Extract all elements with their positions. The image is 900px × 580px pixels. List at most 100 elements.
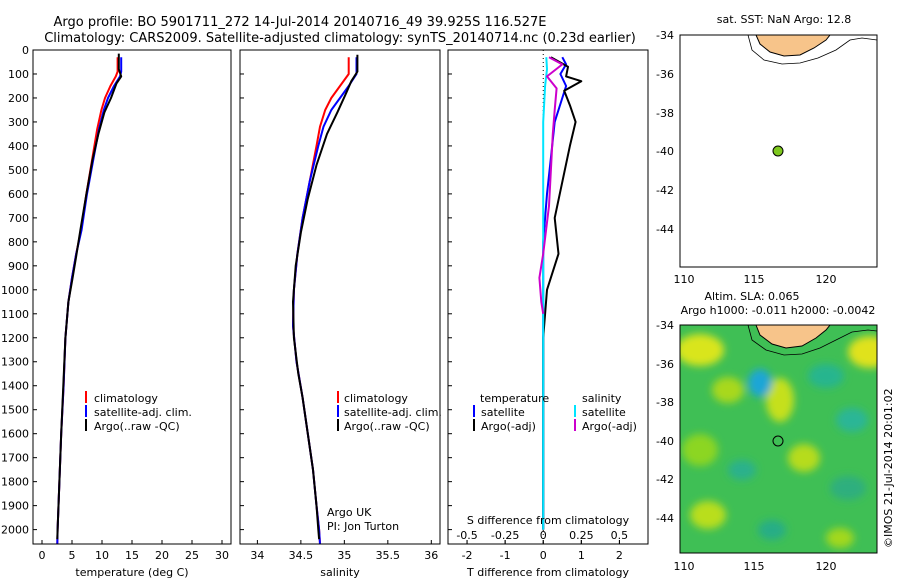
- salinity-x-tick-label: 36: [424, 549, 438, 562]
- sst-ytick: -40: [656, 145, 674, 158]
- sla-blob: [712, 377, 744, 403]
- depth-tick-label: 200: [8, 92, 29, 105]
- legend-t-argo-label: Argo(-adj): [481, 420, 536, 433]
- tdiff-x-tick-label: 1: [578, 549, 585, 562]
- sla-map-land: [755, 324, 832, 349]
- sla-blob: [690, 501, 726, 529]
- sst-map: sat. SST: NaN Argo: 12.8 -34 -36 -38 -40…: [656, 13, 878, 286]
- depth-tick-label: 1400: [1, 380, 29, 393]
- salinity-panel-frame: [239, 49, 441, 545]
- sla-blob: [826, 528, 854, 548]
- legend-argo-label: Argo(..raw -QC): [94, 420, 180, 433]
- difference-legend: temperature satellite Argo(-adj) salinit…: [473, 392, 637, 433]
- series-line-climatology: [292, 57, 350, 545]
- difference-plot: -2 -1 0 1 2 -0.5 -0.25 0 0.25 0.5: [448, 49, 628, 562]
- salinity-legend: climatology satellite-adj. clim. Argo(..…: [337, 391, 442, 433]
- depth-tick-label: 900: [8, 260, 29, 273]
- sla-blob: [830, 476, 866, 500]
- sla-map-ticks: -34 -36 -38 -40 -42 -44 110 115 120: [656, 319, 836, 573]
- legend-temperature-title: temperature: [480, 392, 549, 405]
- depth-tick-label: 0: [22, 44, 29, 57]
- temperature-x-tick-label: 30: [215, 549, 229, 562]
- sst-ytick: -38: [656, 107, 674, 120]
- sst-xtick: 110: [674, 273, 695, 286]
- legend-s-argo-label: Argo(-adj): [582, 420, 637, 433]
- pi-note: PI: Jon Turton: [327, 520, 399, 533]
- sst-map-coastline-contour: [747, 34, 878, 65]
- temperature-x-tick-label: 5: [69, 549, 76, 562]
- depth-tick-label: 600: [8, 188, 29, 201]
- sla-ytick: -42: [656, 473, 674, 486]
- sla-ytick: -38: [656, 396, 674, 409]
- temperature-panel: 0100200300400500600700800900100011001200…: [1, 44, 232, 579]
- sla-blob: [836, 408, 868, 432]
- depth-tick-label: 300: [8, 116, 29, 129]
- sla-blob: [766, 378, 794, 422]
- temperature-xlabel: temperature (deg C): [75, 566, 188, 579]
- depth-tick-label: 2000: [1, 524, 29, 537]
- sst-xtick: 120: [816, 273, 837, 286]
- sdiff-x-tick-label: 0.25: [569, 529, 594, 542]
- sla-map-title1: Altim. SLA: 0.065: [704, 290, 799, 303]
- difference-panel-frame: [447, 49, 649, 545]
- salinity-x-tick-label: 34: [250, 549, 264, 562]
- temperature-plot: 0100200300400500600700800900100011001200…: [1, 44, 229, 562]
- t-difference-xlabel: T difference from climatology: [466, 566, 629, 579]
- tdiff-x-tick-label: 0: [540, 549, 547, 562]
- sst-map-land: [755, 34, 832, 57]
- sdiff-x-tick-label: 0: [540, 529, 547, 542]
- sst-float-marker: [772, 145, 784, 157]
- sla-blob: [848, 336, 877, 368]
- series-line-satellite-adj-clim-: [292, 57, 358, 545]
- depth-tick-label: 700: [8, 212, 29, 225]
- sla-blob: [682, 434, 718, 466]
- s-difference-label: S difference from climatology: [467, 514, 630, 527]
- salinity-plot: 34 34.5 35 35.5 36: [240, 49, 438, 562]
- tdiff-x-tick-label: 2: [616, 549, 623, 562]
- sla-ytick: -40: [656, 435, 674, 448]
- depth-tick-label: 400: [8, 140, 29, 153]
- sla-float-marker: [772, 435, 784, 447]
- temperature-legend: climatology satellite-adj. clim. Argo(..…: [85, 391, 192, 433]
- temperature-panel-frame: [32, 49, 232, 545]
- sla-map-title2: Argo h1000: -0.011 h2000: -0.0042: [681, 304, 876, 317]
- depth-tick-label: 100: [8, 68, 29, 81]
- sla-blob: [788, 444, 820, 472]
- sla-ytick: -34: [656, 319, 674, 332]
- sla-blob: [758, 520, 786, 540]
- salinity-x-tick-label: 34.5: [289, 549, 314, 562]
- legend-satellite-label: satellite-adj. clim.: [344, 406, 442, 419]
- tdiff-x-tick-label: -1: [500, 549, 511, 562]
- sst-ytick: -34: [656, 29, 674, 42]
- sla-blob: [728, 460, 756, 480]
- sla-xtick: 110: [674, 560, 695, 573]
- sla-map-coast-contour: [747, 324, 878, 356]
- series-line-argo-raw-qc-: [56, 53, 123, 540]
- sla-map-blobs: [680, 334, 877, 548]
- difference-panel: -2 -1 0 1 2 -0.5 -0.25 0 0.25 0.5 S difference fr…: [447, 49, 649, 579]
- sdiff-x-tick-label: -0.25: [491, 529, 519, 542]
- depth-tick-label: 1700: [1, 452, 29, 465]
- series-line-satellite-adj-clim-: [56, 57, 123, 545]
- legend-salinity-title: salinity: [582, 392, 622, 405]
- temperature-x-tick-label: 20: [155, 549, 169, 562]
- depth-tick-label: 1200: [1, 332, 29, 345]
- sla-ytick: -44: [656, 512, 674, 525]
- sst-ytick: -36: [656, 68, 674, 81]
- legend-climatology-label: climatology: [344, 392, 408, 405]
- depth-tick-label: 800: [8, 236, 29, 249]
- imos-side-label: ©IMOS 21-Jul-2014 20:01:02: [882, 388, 895, 548]
- series-line-salinity-argo-adj-: [538, 56, 564, 314]
- legend-argo-label: Argo(..raw -QC): [344, 420, 430, 433]
- sla-map-frame: [679, 324, 878, 554]
- depth-tick-label: 1100: [1, 308, 29, 321]
- legend-t-satellite-label: satellite: [481, 406, 525, 419]
- sst-map-ticks: -34 -36 -38 -40 -42 -44 110 115 120: [656, 29, 836, 286]
- sla-xtick: 120: [816, 560, 837, 573]
- depth-tick-label: 1800: [1, 476, 29, 489]
- sla-xtick: 115: [744, 560, 765, 573]
- legend-satellite-label: satellite-adj. clim.: [94, 406, 192, 419]
- legend-s-satellite-label: satellite: [582, 406, 626, 419]
- sst-map-frame: [679, 34, 878, 268]
